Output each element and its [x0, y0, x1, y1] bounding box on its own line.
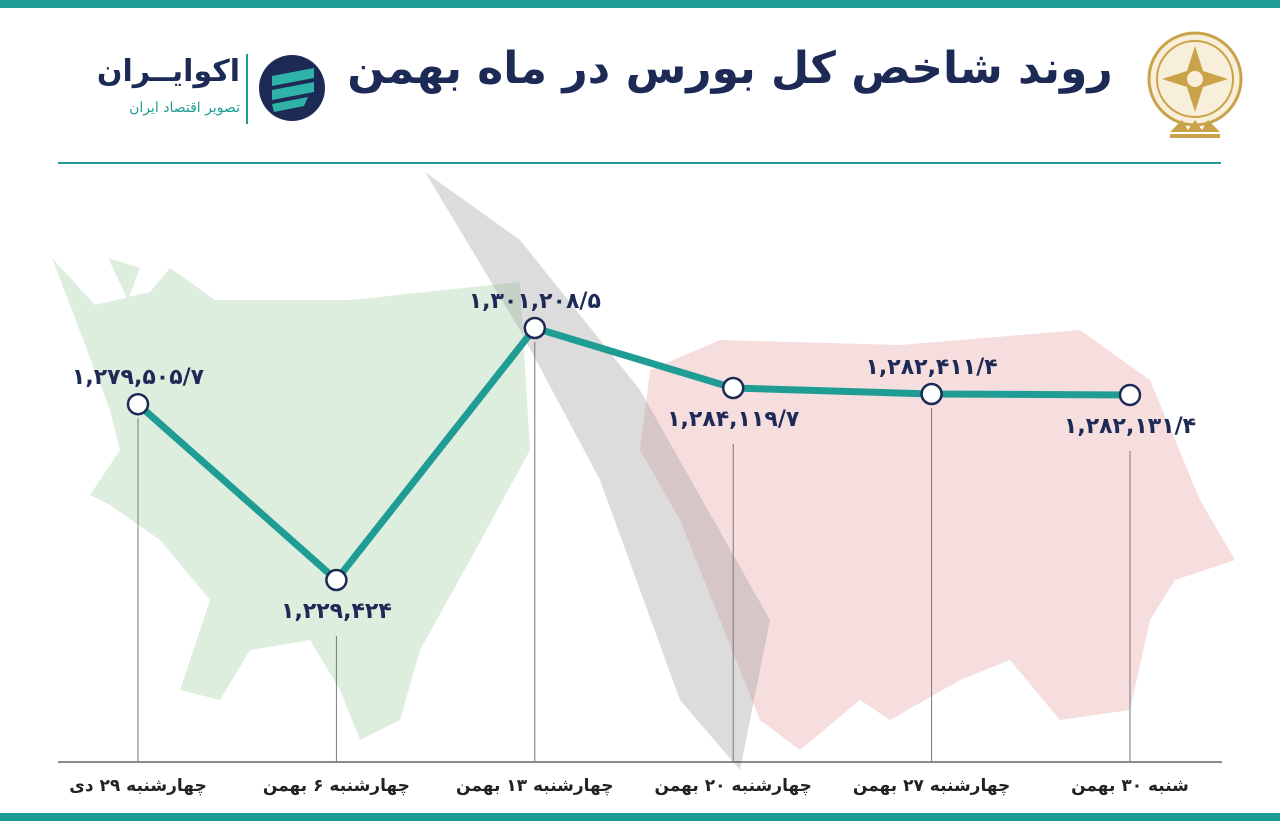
x-tick-label: چهارشنبه ۲۹ دی — [69, 776, 206, 796]
data-label: ۱,۲۷۹,۵۰۵/۷ — [72, 365, 205, 390]
x-tick-label: چهارشنبه ۶ بهمن — [263, 776, 410, 796]
header-divider — [58, 162, 1221, 164]
brand-tagline: تصویر اقتصاد ایران — [129, 100, 240, 116]
brand-name: اکوایــران — [96, 54, 240, 89]
bull-silhouette — [52, 258, 530, 740]
bull-horn — [108, 258, 140, 300]
data-point — [523, 316, 547, 340]
ecoiran-logo-icon — [259, 55, 325, 121]
brand-block: اکوایــران تصویر اقتصاد ایران — [70, 50, 340, 130]
page-title: روند شاخص کل بورس در ماه بهمن — [347, 43, 1113, 94]
data-point — [721, 376, 745, 400]
bottom-accent-bar — [0, 813, 1280, 821]
top-accent-bar — [0, 0, 1280, 8]
data-label: ۱,۲۲۹,۴۲۴ — [281, 599, 392, 624]
data-point — [126, 392, 150, 416]
stock-exchange-seal-icon — [1147, 31, 1243, 138]
x-tick-label: چهارشنبه ۱۳ بهمن — [456, 776, 613, 796]
center-slash — [425, 172, 770, 770]
x-tick-label: شنبه ۳۰ بهمن — [1071, 776, 1189, 796]
data-label: ۱,۳۰۱,۲۰۸/۵ — [469, 289, 601, 314]
data-label: ۱,۲۸۴,۱۱۹/۷ — [667, 407, 800, 432]
data-label: ۱,۲۸۲,۴۱۱/۴ — [866, 355, 998, 380]
bear-silhouette — [640, 330, 1235, 750]
data-point — [325, 568, 348, 592]
data-label: ۱,۲۸۲,۱۳۱/۴ — [1064, 414, 1196, 439]
brand-separator — [246, 54, 248, 124]
series-line-index — [134, 324, 1134, 584]
x-tick-label: چهارشنبه ۲۷ بهمن — [853, 776, 1010, 796]
data-point — [1118, 383, 1142, 407]
data-point — [920, 382, 943, 406]
x-tick-label: چهارشنبه ۲۰ بهمن — [654, 776, 811, 796]
